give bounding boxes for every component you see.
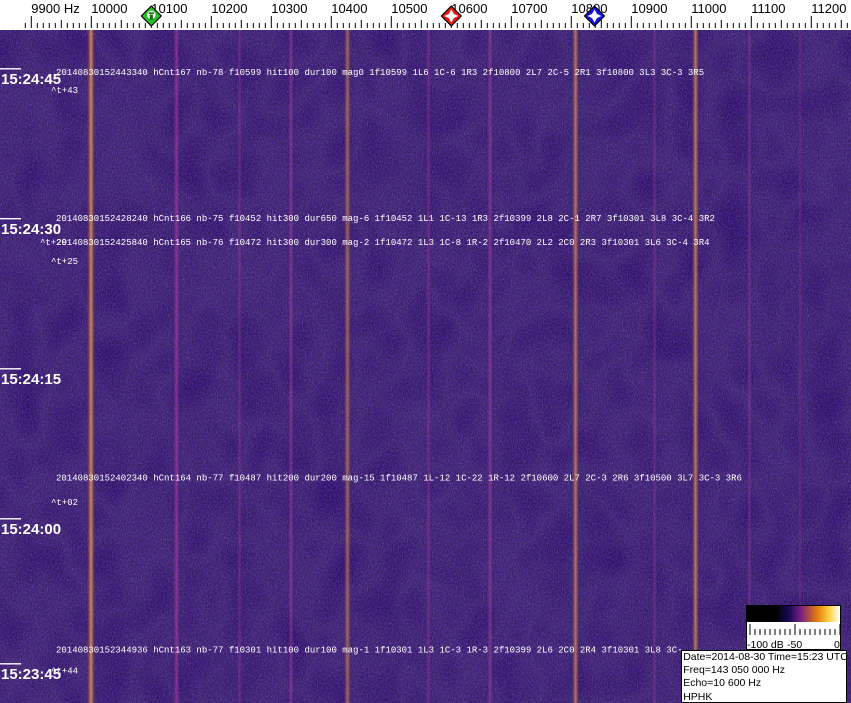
svg-text:20140830152443340 hCnt167 nb-7: 20140830152443340 hCnt167 nb-78 f10599 h… xyxy=(56,68,704,78)
svg-text:15:24:00: 15:24:00 xyxy=(1,521,61,538)
svg-text:9900 Hz: 9900 Hz xyxy=(31,1,79,16)
svg-text:10700: 10700 xyxy=(511,1,547,16)
svg-text:^t+02: ^t+02 xyxy=(51,498,78,508)
svg-text:10300: 10300 xyxy=(271,1,307,16)
svg-text:11000: 11000 xyxy=(691,1,726,16)
svg-text:20140830152344936 hCnt163 nb-7: 20140830152344936 hCnt163 nb-77 f10301 h… xyxy=(56,645,683,655)
svg-text:10400: 10400 xyxy=(331,1,367,16)
svg-text:20140830152402340 hCnt164 nb-7: 20140830152402340 hCnt164 nb-77 f10487 h… xyxy=(56,474,742,484)
svg-text:11100: 11100 xyxy=(751,1,785,16)
svg-text:^t+44: ^t+44 xyxy=(51,667,78,677)
svg-text:^t+43: ^t+43 xyxy=(51,86,78,96)
svg-text:10500: 10500 xyxy=(391,1,427,16)
svg-text:20140830152428240 hCnt166 nb-7: 20140830152428240 hCnt166 nb-75 f10452 h… xyxy=(56,214,715,224)
svg-text:10200: 10200 xyxy=(211,1,247,16)
svg-text:15:24:30: 15:24:30 xyxy=(1,221,61,238)
svg-text:11200: 11200 xyxy=(811,1,846,16)
svg-text:^t+25: ^t+25 xyxy=(51,257,78,267)
svg-text:15:24:15: 15:24:15 xyxy=(1,371,61,388)
svg-text:^t+29: ^t+29 xyxy=(40,238,67,248)
svg-text:10900: 10900 xyxy=(631,1,667,16)
svg-text:20140830152425840 hCnt165 nb-7: 20140830152425840 hCnt165 nb-76 f10472 h… xyxy=(56,238,710,248)
svg-text:10000: 10000 xyxy=(91,1,127,16)
